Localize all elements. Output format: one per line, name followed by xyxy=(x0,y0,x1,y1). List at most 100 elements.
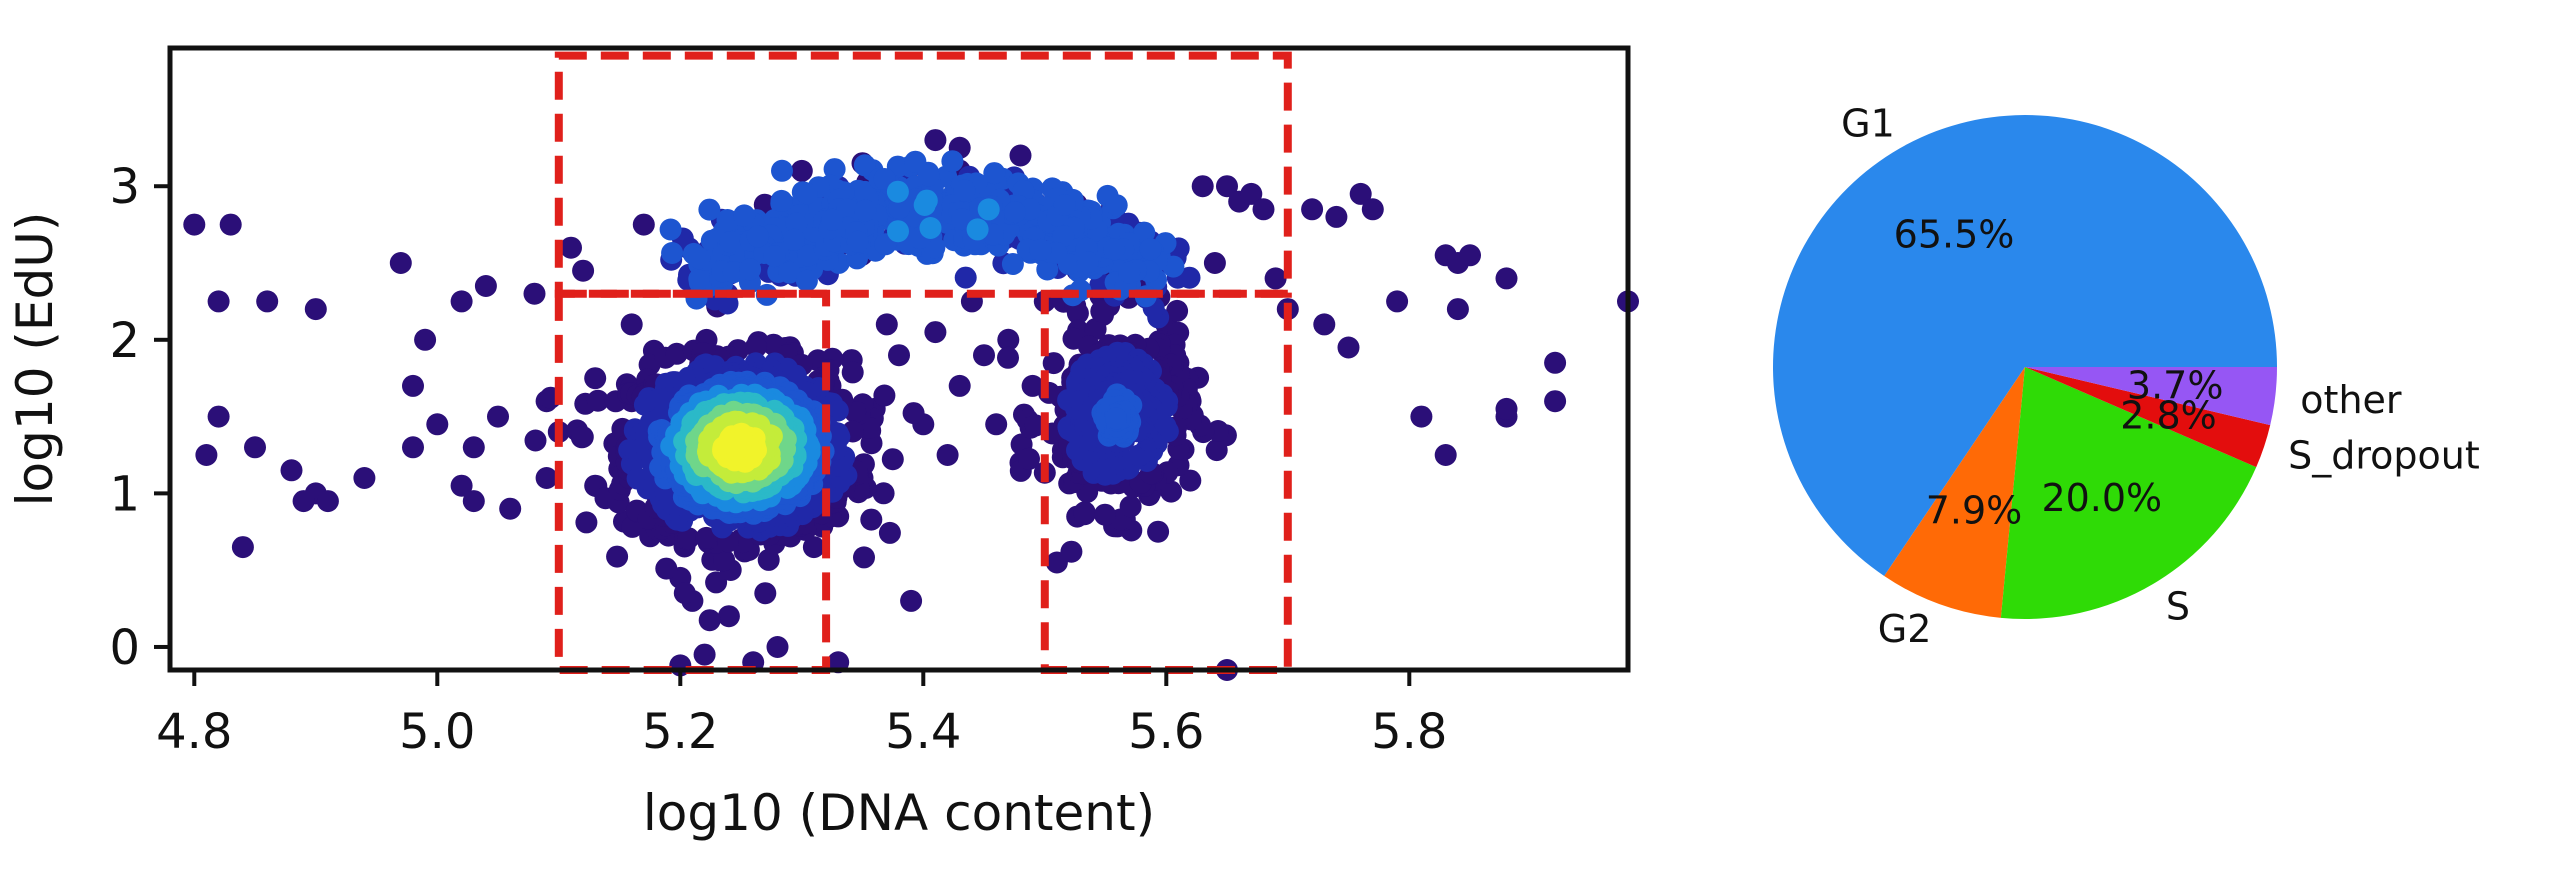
scatter-point xyxy=(1240,182,1263,205)
scatter-point xyxy=(713,549,736,572)
scatter-point xyxy=(1060,540,1083,563)
scatter-point xyxy=(1544,390,1567,413)
scatter-point xyxy=(571,426,594,448)
scatter-point xyxy=(1009,144,1032,167)
scatter-point xyxy=(1090,300,1113,323)
scatter-point xyxy=(632,213,655,236)
scatter-point xyxy=(402,436,424,459)
scatter-point xyxy=(953,179,976,202)
scatter-point xyxy=(575,511,598,534)
scatter-point xyxy=(888,344,910,367)
scatter-point xyxy=(705,571,728,594)
scatter-point xyxy=(904,150,927,173)
scatter-point xyxy=(661,242,684,264)
scatter-point xyxy=(244,436,266,459)
scatter-point xyxy=(292,490,315,513)
pie-label-g1: G1 xyxy=(1841,101,1895,145)
scatter-point xyxy=(853,154,876,177)
scatter-point xyxy=(1434,444,1457,466)
scatter-point xyxy=(1495,397,1518,420)
scatter-point xyxy=(698,609,721,632)
scatter-point xyxy=(523,282,546,305)
scatter-point xyxy=(1205,439,1228,462)
scatter-point xyxy=(1076,251,1099,274)
x-tick-label: 4.8 xyxy=(156,704,232,760)
scatter-point xyxy=(872,482,895,505)
scatter-point xyxy=(1001,253,1024,275)
scatter-point xyxy=(560,236,582,259)
scatter-point xyxy=(524,429,547,452)
scatter-point xyxy=(919,217,942,239)
scatter-point xyxy=(766,636,789,658)
scatter-point xyxy=(487,405,509,428)
scatter-point xyxy=(941,150,964,173)
scatter-point xyxy=(795,182,818,205)
pie-percent-other: 3.7% xyxy=(2127,364,2224,408)
scatter-point xyxy=(535,467,558,489)
scatter-point xyxy=(745,335,767,358)
scatter-point xyxy=(763,245,786,268)
scatter-point xyxy=(402,374,424,397)
scatter-point xyxy=(1216,175,1238,198)
scatter-point xyxy=(1073,501,1096,524)
scatter-point xyxy=(1053,194,1076,216)
pie-slice-g1 xyxy=(1773,115,2277,577)
scatter-point xyxy=(924,321,947,344)
pie-label-g2: G2 xyxy=(1878,607,1932,651)
scatter-point xyxy=(1105,194,1128,217)
scatter-point xyxy=(1252,198,1275,221)
scatter-point xyxy=(913,194,936,216)
scatter-point xyxy=(1160,480,1183,503)
scatter-point xyxy=(665,342,688,365)
pie-slice-s_dropout xyxy=(2025,367,2271,468)
scatter-point xyxy=(572,259,595,282)
scatter-point xyxy=(655,557,678,580)
scatter-point xyxy=(1105,407,1127,430)
scatter-point xyxy=(1139,238,1162,261)
scatter-point xyxy=(426,413,449,436)
scatter-point xyxy=(802,536,825,559)
scatter-point xyxy=(795,269,818,292)
scatter-point xyxy=(1179,469,1202,492)
scatter-point xyxy=(1042,352,1065,375)
scatter-point xyxy=(195,444,218,466)
scatter-point xyxy=(1325,205,1348,228)
scatter-point xyxy=(746,225,769,248)
scatter-point xyxy=(1018,447,1040,470)
y-axis-label: log10 (EdU) xyxy=(6,212,64,507)
scatter-point xyxy=(954,266,977,289)
scatter-point xyxy=(316,490,339,513)
scatter-point xyxy=(1036,258,1059,281)
x-tick-label: 5.0 xyxy=(399,704,475,760)
pie-label-other: other xyxy=(2300,378,2402,422)
scatter-point xyxy=(353,467,376,489)
scatter-point xyxy=(620,313,643,336)
pie-label-s_dropout: S_dropout xyxy=(2288,433,2480,477)
scatter-point xyxy=(1004,201,1026,224)
scatter-point xyxy=(878,521,901,544)
scatter-point xyxy=(778,261,801,284)
scatter-point xyxy=(1203,252,1226,274)
scatter-point xyxy=(770,189,793,212)
scatter-point xyxy=(966,218,989,241)
scatter-point xyxy=(719,231,742,254)
scatter-point xyxy=(219,213,242,236)
scatter-point xyxy=(1459,244,1481,267)
scatter-point xyxy=(414,328,437,351)
scatter-point xyxy=(733,204,756,227)
scatter-point xyxy=(450,290,473,313)
scatter-point xyxy=(1103,238,1126,261)
scatter-point xyxy=(1386,290,1409,313)
scatter-point xyxy=(729,435,752,458)
scatter-point xyxy=(1191,175,1214,198)
x-tick-label: 5.4 xyxy=(885,704,961,760)
scatter-point xyxy=(1446,298,1469,321)
scatter-point xyxy=(1337,336,1360,359)
scatter-point xyxy=(917,164,940,187)
scatter-point xyxy=(875,313,898,336)
y-tick-label: 1 xyxy=(109,466,140,522)
scatter-point xyxy=(673,582,696,605)
pie-percent-g1: 65.5% xyxy=(1894,213,2015,257)
scatter-point xyxy=(886,180,909,203)
x-tick-label: 5.2 xyxy=(642,704,718,760)
